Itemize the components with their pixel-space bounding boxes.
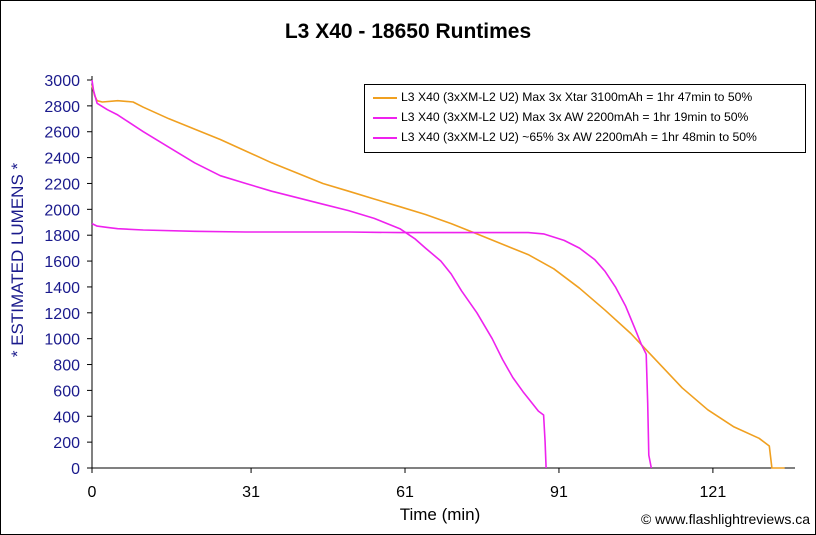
legend-item: L3 X40 (3xXM-L2 U2) ~65% 3x AW 2200mAh =…: [365, 129, 805, 147]
series-line-2: [91, 79, 547, 469]
y-tick-label: 1200: [44, 306, 80, 323]
legend-swatch: [373, 117, 397, 119]
y-axis-label: * ESTIMATED LUMENS *: [8, 162, 27, 358]
legend: L3 X40 (3xXM-L2 U2) Max 3x Xtar 3100mAh …: [364, 84, 806, 153]
y-tick-label: 1800: [44, 228, 80, 245]
y-tick-label: 2200: [44, 176, 80, 193]
y-tick-label: 800: [53, 358, 80, 375]
y-tick-label: 200: [53, 435, 80, 452]
legend-label: L3 X40 (3xXM-L2 U2) Max 3x AW 2200mAh = …: [401, 110, 749, 124]
x-tick-label: 61: [396, 484, 414, 501]
y-tick-label: 600: [53, 383, 80, 400]
y-tick-label: 1000: [44, 332, 80, 349]
x-tick-label: 91: [550, 484, 568, 501]
x-tick-label: 31: [242, 484, 260, 501]
legend-swatch: [373, 97, 397, 99]
y-tick-label: 1400: [44, 280, 80, 297]
x-axis-label: Time (min): [399, 505, 481, 524]
y-tick-label: 2800: [44, 99, 80, 116]
legend-label: L3 X40 (3xXM-L2 U2) ~65% 3x AW 2200mAh =…: [401, 130, 757, 144]
x-tick-label: 121: [700, 484, 727, 501]
y-tick-label: 0: [71, 461, 80, 478]
y-tick-label: 2600: [44, 125, 80, 142]
copyright-text: © www.flashlightreviews.ca: [640, 511, 810, 527]
legend-item: L3 X40 (3xXM-L2 U2) Max 3x AW 2200mAh = …: [365, 109, 805, 127]
y-tick-label: 400: [53, 409, 80, 426]
y-tick-label: 1600: [44, 254, 80, 271]
legend-swatch: [373, 137, 397, 139]
legend-label: L3 X40 (3xXM-L2 U2) Max 3x Xtar 3100mAh …: [401, 90, 753, 104]
y-tick-label: 2000: [44, 202, 80, 219]
y-tick-label: 2400: [44, 151, 80, 168]
series-line-3: [91, 222, 653, 469]
y-tick-label: 3000: [44, 73, 80, 90]
chart-title: L3 X40 - 18650 Runtimes: [284, 20, 532, 43]
x-tick-label: 0: [88, 484, 97, 501]
legend-item: L3 X40 (3xXM-L2 U2) Max 3x Xtar 3100mAh …: [365, 89, 805, 107]
series-line-1: [91, 85, 785, 469]
